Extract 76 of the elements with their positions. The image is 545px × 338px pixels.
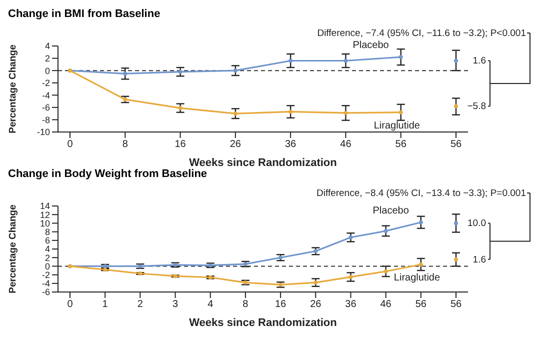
point [454, 221, 458, 226]
y-tick-label: -6 [42, 102, 50, 113]
text: Difference, −8.4 (95% CI, −13.4 to −3.3); P=0.001 [316, 188, 526, 199]
point [344, 110, 348, 115]
y-tick-label: -4 [42, 90, 50, 100]
y-tick-label: 12 [40, 210, 50, 220]
x-tick-label: 26 [310, 299, 322, 310]
point [384, 269, 388, 274]
y-tick-label: 6 [44, 236, 50, 246]
point [344, 58, 348, 63]
point [454, 257, 458, 262]
x-tick-label: 36 [345, 299, 357, 310]
y-tick-label: 10 [40, 218, 50, 228]
chart-title: Change in Body Weight from Baseline [8, 168, 208, 182]
x-tick-label: 3 [172, 299, 178, 310]
x-tick-label: 0 [67, 299, 74, 310]
point [178, 70, 182, 74]
x-tick-label: 56 [450, 299, 462, 310]
y-axis-title: Percentage Change [7, 44, 18, 134]
y-tick-label: -10 [36, 127, 50, 138]
point [454, 104, 458, 108]
series-label: Placebo [372, 205, 410, 216]
point [418, 220, 423, 224]
chart-title: Change in BMI from Baseline [8, 8, 162, 22]
y-tick-label: 0 [44, 66, 50, 76]
y-tick-label: 2 [44, 252, 50, 263]
point [384, 228, 388, 233]
y-axis-title: Percentage Change [7, 204, 18, 294]
y-tick-label: 2 [44, 53, 50, 64]
point [398, 55, 403, 60]
x-tick-label: 4 [208, 299, 214, 310]
point [288, 110, 293, 114]
y-tick-label: -6 [42, 287, 50, 298]
x-tick-label: 46 [340, 139, 352, 150]
series-label: Placebo [352, 40, 390, 52]
series-label: Liraglutide [374, 120, 420, 132]
point [233, 68, 238, 73]
y-tick-label: 0 [44, 261, 50, 272]
y-tick-label: 4 [44, 244, 50, 254]
point [178, 106, 182, 110]
series-label: Liraglutide [394, 272, 440, 284]
data-label: 10.0 [468, 218, 486, 230]
y-tick-label: -4 [42, 278, 50, 289]
x-tick-label: 36 [285, 139, 297, 150]
y-tick-label: -8 [42, 114, 50, 125]
text: Difference, −7.4 (95% CI, −11.6 to −3.2); P<0.001 [317, 28, 526, 39]
x-tick-label: 56 [395, 139, 407, 150]
x-tick-label: 26 [230, 139, 242, 150]
x-tick-label: 16 [174, 139, 186, 150]
point [348, 235, 353, 240]
point [288, 58, 293, 63]
x-tick-label: 56 [450, 139, 462, 150]
y-tick-label: 8 [44, 226, 50, 237]
y-tick-label: 4 [44, 41, 50, 52]
x-tick-label: 16 [274, 299, 287, 310]
data-label: 1.6 [472, 254, 486, 266]
x-tick-label: 2 [137, 299, 144, 310]
point [348, 274, 353, 279]
y-tick-label: -2 [42, 78, 50, 88]
x-axis-title: Weeks since Randomization [189, 317, 338, 329]
y-tick-label: 14 [40, 201, 50, 212]
point [233, 112, 238, 116]
point [123, 72, 128, 76]
x-axis-title: Weeks since Randomization [189, 157, 338, 169]
x-tick-label: 56 [415, 299, 427, 310]
data-label: −5.8 [467, 101, 486, 112]
x-tick-label: 8 [242, 299, 249, 310]
x-tick-label: 46 [380, 299, 392, 310]
x-tick-label: 1 [102, 299, 108, 310]
point [418, 262, 423, 266]
point [398, 110, 403, 114]
x-tick-label: 0 [67, 139, 74, 150]
point [454, 58, 458, 63]
y-tick-label: -2 [42, 270, 50, 280]
x-tick-label: 8 [122, 139, 128, 150]
data-label: 1.6 [472, 56, 486, 67]
